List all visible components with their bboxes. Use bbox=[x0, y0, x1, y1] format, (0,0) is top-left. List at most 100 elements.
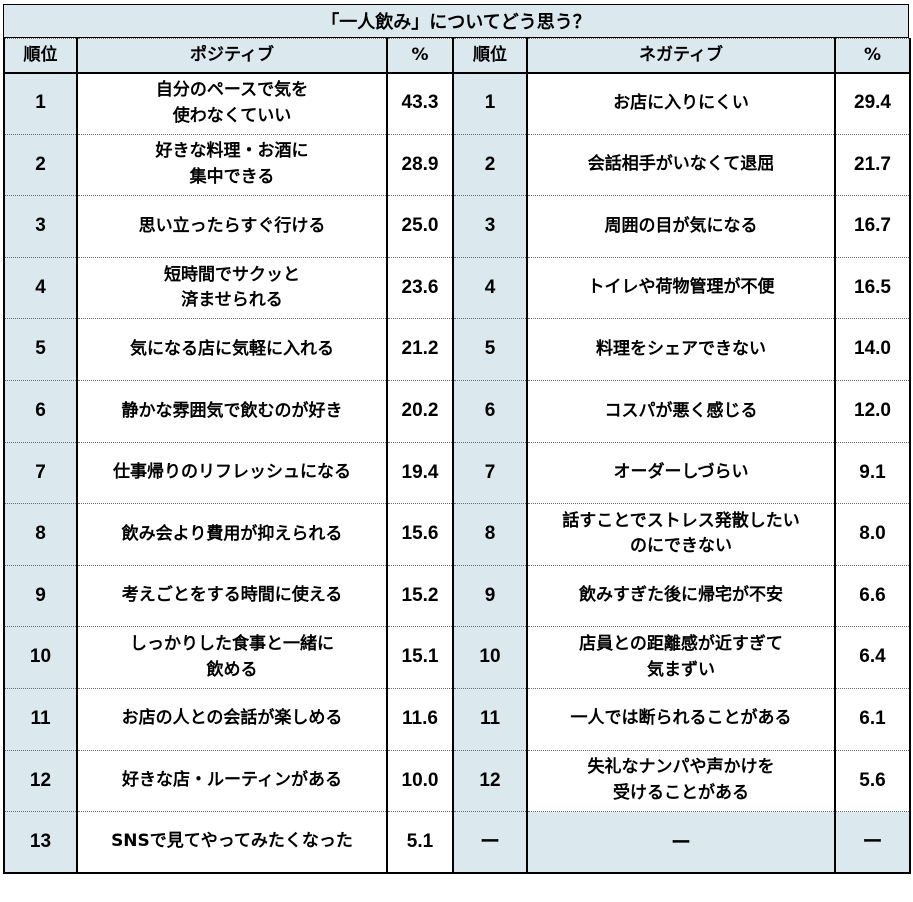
positive-pct-cell: 15.6 bbox=[386, 503, 454, 566]
negative-pct-cell: 6.6 bbox=[834, 564, 911, 628]
rank-right-cell: 9 bbox=[452, 564, 528, 628]
positive-item-cell: 考えごとをする時間に使える bbox=[76, 564, 388, 628]
negative-item-cell: 失礼なナンパや声かけを 受けることがある bbox=[526, 749, 836, 813]
rank-right-cell: 5 bbox=[452, 318, 528, 381]
negative-pct-cell: 8.0 bbox=[834, 503, 911, 566]
rank-left-cell: 6 bbox=[3, 379, 78, 443]
rank-left-cell: 11 bbox=[3, 687, 78, 751]
negative-item-cell: 一人では断られることがある bbox=[526, 687, 836, 751]
negative-pct-cell: 29.4 bbox=[834, 72, 911, 135]
negative-item-cell: トイレや荷物管理が不便 bbox=[526, 256, 836, 320]
rank-left-cell: 10 bbox=[3, 626, 78, 689]
positive-item-cell-line: 好きな料理・お酒に bbox=[155, 141, 309, 162]
positive-pct-cell: 19.4 bbox=[386, 441, 454, 505]
header-rank-left: 順位 bbox=[3, 38, 78, 74]
positive-item-cell-line: 短時間でサクッと bbox=[164, 264, 300, 285]
header-negative: ネガティブ bbox=[526, 38, 836, 74]
table-row: 13 SNSで見てやってみたくなった 5.1 ーーー bbox=[3, 811, 911, 875]
rank-right-cell: 7 bbox=[452, 441, 528, 505]
negative-item-cell-line: 会話相手がいなくて退屈 bbox=[587, 154, 775, 175]
table-row: 9 考えごとをする時間に使える 15.2 9 飲みすぎた後に帰宅が不安 6.6 bbox=[3, 564, 911, 628]
negative-item-cell-line: のにできない bbox=[630, 536, 732, 557]
negative-item-cell: お店に入りにくい bbox=[526, 72, 836, 135]
negative-item-cell-line: 一人では断られることがある bbox=[570, 708, 792, 729]
negative-item-cell-line: トイレや荷物管理が不便 bbox=[587, 277, 775, 298]
positive-item-cell-line: しっかりした食事と一緒に bbox=[130, 634, 334, 655]
negative-item-cell-line: 気まずい bbox=[647, 659, 715, 680]
table-row: 10 しっかりした食事と一緒に 飲める 15.1 10 店員との距離感が近すぎて 気まずい 6… bbox=[3, 626, 911, 689]
positive-item-cell-line: 気になる店に気軽に入れる bbox=[130, 338, 334, 359]
positive-item-cell: お店の人との会話が楽しめる bbox=[76, 687, 388, 751]
negative-item-cell: 店員との距離感が近すぎて 気まずい bbox=[526, 626, 836, 689]
rank-left-cell: 3 bbox=[3, 195, 78, 258]
positive-pct-cell: 43.3 bbox=[386, 72, 454, 135]
positive-pct-cell: 15.1 bbox=[386, 626, 454, 689]
rank-left-cell: 9 bbox=[3, 564, 78, 628]
positive-item-cell: 好きな店・ルーティンがある bbox=[76, 749, 388, 813]
negative-item-cell-line: 店員との距離感が近すぎて bbox=[579, 634, 783, 655]
negative-item-cell-line: 話すことでストレス発散したい bbox=[562, 510, 800, 531]
rank-left-cell: 13 bbox=[3, 811, 78, 875]
negative-item-cell-line: 飲みすぎた後に帰宅が不安 bbox=[579, 585, 783, 606]
negative-item-cell-line: 料理をシェアできない bbox=[596, 338, 766, 359]
negative-item-cell-line: お店に入りにくい bbox=[613, 92, 749, 113]
negative-item-cell: コスパが悪く感じる bbox=[526, 379, 836, 443]
negative-item-cell-line: ー bbox=[671, 830, 691, 855]
positive-item-cell: SNSで見てやってみたくなった bbox=[76, 811, 388, 875]
negative-item-cell: 飲みすぎた後に帰宅が不安 bbox=[526, 564, 836, 628]
header-positive: ポジティブ bbox=[76, 38, 388, 74]
positive-pct-cell: 5.1 bbox=[386, 811, 454, 875]
table-row: 12 好きな店・ルーティンがある 10.0 12 失礼なナンパや声かけを 受けることがある… bbox=[3, 749, 911, 813]
table-row: 8 飲み会より費用が抑えられる 15.6 8 話すことでストレス発散したい のにできない 8… bbox=[3, 503, 911, 566]
rank-right-cell: 6 bbox=[452, 379, 528, 443]
positive-item-cell-line: 集中できる bbox=[189, 166, 275, 187]
rank-right-cell: 1 bbox=[452, 72, 528, 135]
rank-right-cell: 4 bbox=[452, 256, 528, 320]
table-row: 4 短時間でサクッと 済ませられる 23.6 4 トイレや荷物管理が不便 16.5 bbox=[3, 256, 911, 320]
negative-pct-cell: 6.1 bbox=[834, 687, 911, 751]
header-pct-right: % bbox=[834, 38, 911, 74]
positive-item-cell: 好きな料理・お酒に 集中できる bbox=[76, 133, 388, 197]
positive-pct-cell: 25.0 bbox=[386, 195, 454, 258]
positive-pct-cell: 20.2 bbox=[386, 379, 454, 443]
rank-right-cell: 12 bbox=[452, 749, 528, 813]
rank-left-cell: 7 bbox=[3, 441, 78, 505]
rank-left-cell: 12 bbox=[3, 749, 78, 813]
table-row: 2 好きな料理・お酒に 集中できる 28.9 2 会話相手がいなくて退屈 21.7 bbox=[3, 133, 911, 197]
positive-pct-cell: 28.9 bbox=[386, 133, 454, 197]
negative-item-cell: 話すことでストレス発散したい のにできない bbox=[526, 503, 836, 566]
positive-item-cell: 短時間でサクッと 済ませられる bbox=[76, 256, 388, 320]
rank-right-cell: 11 bbox=[452, 687, 528, 751]
negative-item-cell: 料理をシェアできない bbox=[526, 318, 836, 381]
negative-item-cell-line: 周囲の目が気になる bbox=[604, 215, 758, 236]
table-title: 「一人飲み」についてどう思う？ bbox=[3, 4, 909, 38]
table-row: 5 気になる店に気軽に入れる 21.2 5 料理をシェアできない 14.0 bbox=[3, 318, 911, 381]
rank-left-cell: 5 bbox=[3, 318, 78, 381]
negative-item-cell: 周囲の目が気になる bbox=[526, 195, 836, 258]
positive-item-cell-line: 考えごとをする時間に使える bbox=[121, 585, 343, 606]
negative-item-cell-line: 失礼なナンパや声かけを bbox=[587, 757, 775, 778]
rank-right-cell: 8 bbox=[452, 503, 528, 566]
positive-pct-cell: 15.2 bbox=[386, 564, 454, 628]
header-pct-left: % bbox=[386, 38, 454, 74]
table-row: 1 自分のペースで気を 使わなくていい 43.3 1 お店に入りにくい 29.4 bbox=[3, 72, 911, 135]
negative-pct-cell: 16.7 bbox=[834, 195, 911, 258]
positive-item-cell-line: 済ませられる bbox=[181, 290, 283, 311]
rank-left-cell: 2 bbox=[3, 133, 78, 197]
negative-pct-cell: 16.5 bbox=[834, 256, 911, 320]
positive-item-cell: しっかりした食事と一緒に 飲める bbox=[76, 626, 388, 689]
positive-item-cell: 気になる店に気軽に入れる bbox=[76, 318, 388, 381]
positive-item-cell-line: 思い立ったらすぐ行ける bbox=[138, 215, 326, 236]
positive-item-cell-line: 仕事帰りのリフレッシュになる bbox=[113, 462, 351, 483]
rank-right-cell: 10 bbox=[452, 626, 528, 689]
negative-pct-cell: 14.0 bbox=[834, 318, 911, 381]
negative-pct-cell: 12.0 bbox=[834, 379, 911, 443]
positive-item-cell-line: 使わなくていい bbox=[172, 105, 292, 126]
table-row: 6 静かな雰囲気で飲むのが好き 20.2 6 コスパが悪く感じる 12.0 bbox=[3, 379, 911, 443]
positive-item-cell: 思い立ったらすぐ行ける bbox=[76, 195, 388, 258]
negative-item-cell-line: オーダーしづらい bbox=[613, 462, 749, 483]
negative-pct-cell: 6.4 bbox=[834, 626, 911, 689]
negative-item-cell: 会話相手がいなくて退屈 bbox=[526, 133, 836, 197]
positive-pct-cell: 23.6 bbox=[386, 256, 454, 320]
